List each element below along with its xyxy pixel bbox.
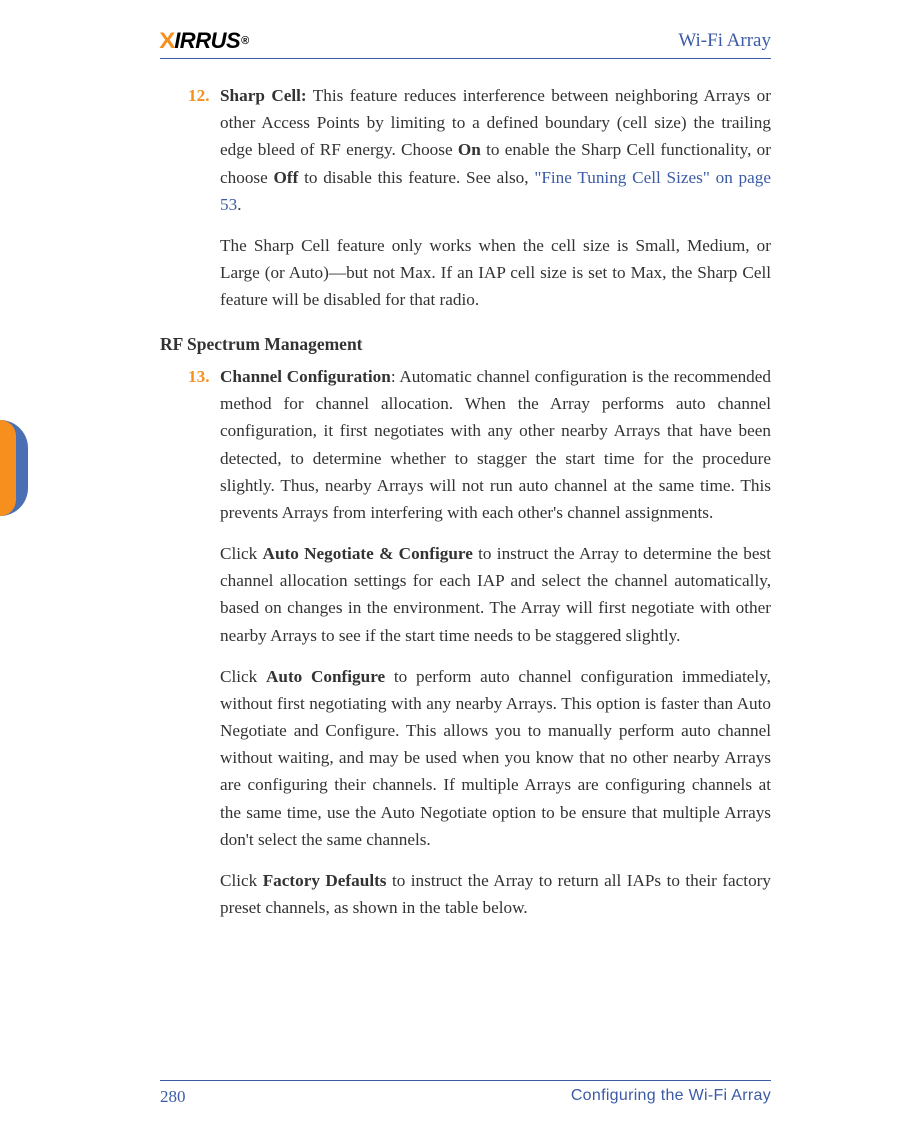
paragraph: Sharp Cell: This feature reduces interfe… <box>220 82 771 218</box>
side-tab-icon <box>0 420 32 516</box>
text: to perform auto channel configuration im… <box>220 667 771 849</box>
button-label-factory-defaults: Factory Defaults <box>263 871 387 890</box>
item-number: 13. <box>188 363 209 390</box>
section-title: Configuring the Wi-Fi Array <box>571 1087 771 1107</box>
item-number: 12. <box>188 82 209 109</box>
text: Click <box>220 871 263 890</box>
logo-registered: ® <box>241 35 249 47</box>
list-item-13: 13. Channel Configuration: Automatic cha… <box>160 363 771 921</box>
term-channel-configuration: Channel Configuration <box>220 367 391 386</box>
page-header: XIRRUS® Wi-Fi Array <box>160 28 771 59</box>
logo-text: IRRUS <box>174 28 240 54</box>
text: Click <box>220 667 266 686</box>
paragraph: Channel Configuration: Automatic channel… <box>220 363 771 526</box>
text: : Automatic channel configuration is the… <box>220 367 771 522</box>
page-footer: 280 Configuring the Wi-Fi Array <box>160 1080 771 1107</box>
paragraph: The Sharp Cell feature only works when t… <box>220 232 771 314</box>
option-on: On <box>458 140 481 159</box>
page-number: 280 <box>160 1087 186 1107</box>
paragraph: Click Auto Configure to perform auto cha… <box>220 663 771 853</box>
text: to disable this feature. See also, <box>298 168 534 187</box>
brand-logo: XIRRUS® <box>160 28 249 54</box>
button-label-auto-configure: Auto Configure <box>266 667 385 686</box>
section-heading: RF Spectrum Management <box>160 331 771 359</box>
option-off: Off <box>274 168 299 187</box>
logo-x: X <box>159 28 175 54</box>
paragraph: Click Auto Negotiate & Configure to inst… <box>220 540 771 649</box>
button-label-auto-negotiate: Auto Negotiate & Configure <box>263 544 473 563</box>
paragraph: Click Factory Defaults to instruct the A… <box>220 867 771 921</box>
term-sharp-cell: Sharp Cell: <box>220 86 307 105</box>
text: Click <box>220 544 263 563</box>
list-item-12: 12. Sharp Cell: This feature reduces int… <box>160 82 771 313</box>
doc-title: Wi-Fi Array <box>678 30 771 52</box>
page-content: 12. Sharp Cell: This feature reduces int… <box>160 82 771 935</box>
text: . <box>237 195 241 214</box>
